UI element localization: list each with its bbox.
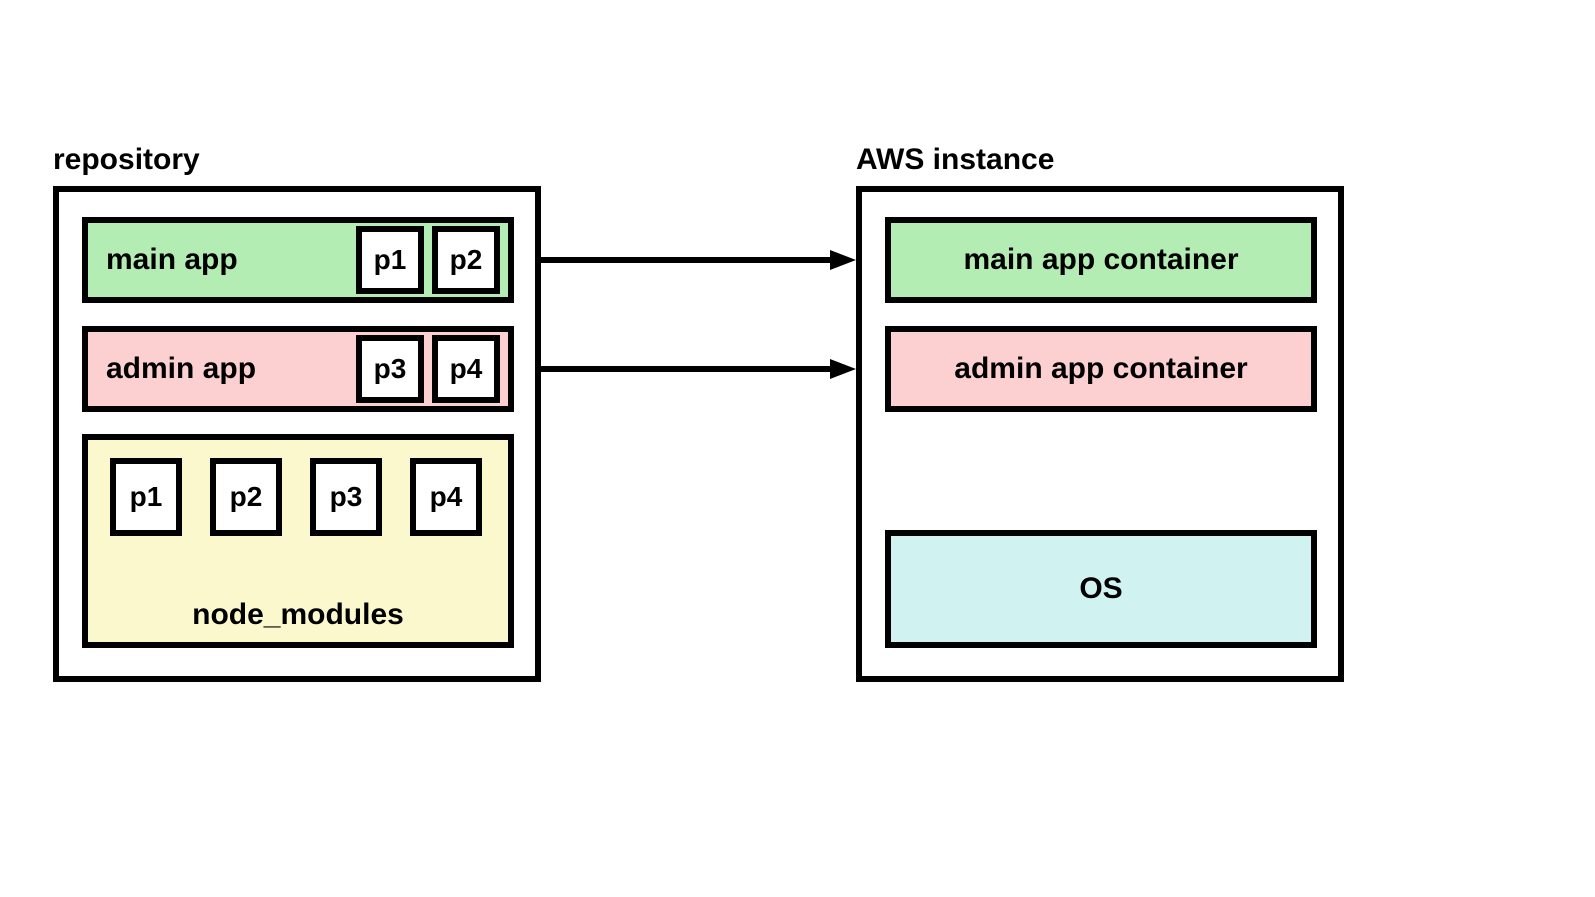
main-app-label: main app — [88, 243, 356, 277]
main-app-pkg-p1: p1 — [356, 226, 424, 294]
repository-title: repository — [53, 143, 200, 177]
node-modules-pkg-p1: p1 — [110, 458, 182, 536]
node-modules-pkg-p3: p3 — [310, 458, 382, 536]
architecture-diagram: repository main app p1 p2 admin app p3 p… — [0, 0, 1595, 897]
aws-title: AWS instance — [856, 143, 1054, 177]
admin-app-container-box: admin app container — [885, 326, 1317, 412]
node-modules-box: p1 p2 p3 p4 node_modules — [82, 434, 514, 648]
main-app-container-box: main app container — [885, 217, 1317, 303]
node-modules-label: node_modules — [88, 598, 508, 632]
admin-app-pkg-p4: p4 — [432, 335, 500, 403]
admin-app-pkg-p3: p3 — [356, 335, 424, 403]
admin-app-box: admin app p3 p4 — [82, 326, 514, 412]
admin-app-label: admin app — [88, 352, 356, 386]
os-box: OS — [885, 530, 1317, 648]
node-modules-pkg-p2: p2 — [210, 458, 282, 536]
node-modules-pkg-p4: p4 — [410, 458, 482, 536]
main-app-box: main app p1 p2 — [82, 217, 514, 303]
main-app-pkg-p2: p2 — [432, 226, 500, 294]
node-modules-packages-row: p1 p2 p3 p4 — [110, 458, 482, 536]
